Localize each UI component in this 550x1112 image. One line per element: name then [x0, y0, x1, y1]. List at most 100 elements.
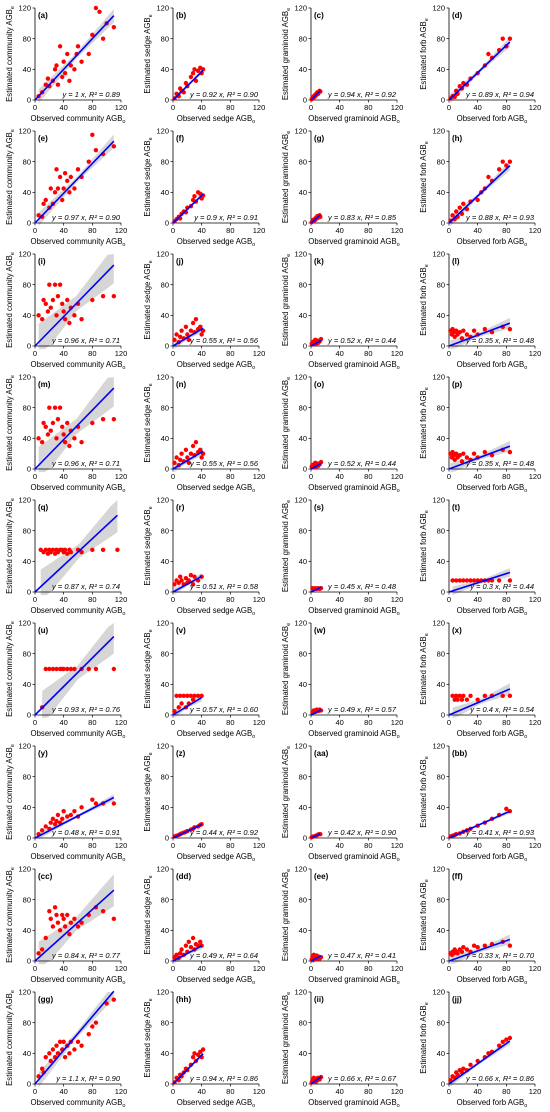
scatter-panel: 0 40 80 120 0 40 80 120 (y) y = 0.48 x, R² = 0.91…	[5, 742, 127, 863]
data-point	[471, 328, 477, 333]
data-point	[60, 912, 65, 918]
x-axis-title: Observed graminoid AGBo	[308, 237, 399, 248]
data-point	[39, 439, 45, 445]
data-point	[55, 920, 61, 925]
x-tick-label: 120	[391, 718, 404, 727]
x-tick-label: 0	[309, 103, 313, 112]
data-point	[461, 1066, 466, 1071]
x-tick-label: 80	[502, 349, 510, 358]
x-tick-label: 120	[529, 595, 542, 604]
data-point	[79, 59, 84, 64]
fit-line	[172, 575, 203, 593]
x-tick-label: 80	[502, 718, 510, 727]
data-point	[453, 328, 459, 333]
x-tick-label: 40	[197, 349, 205, 358]
y-tick-label: 40	[161, 311, 169, 320]
data-point	[62, 547, 68, 553]
data-point	[68, 666, 74, 672]
equation-label: y = 0.55 x, R² = 0.56	[189, 336, 259, 345]
x-tick-label: 40	[59, 472, 67, 481]
data-point	[47, 405, 52, 410]
fit-line	[172, 193, 204, 224]
data-point	[43, 935, 48, 941]
x-tick-label: 80	[226, 1087, 234, 1096]
data-point	[48, 428, 53, 433]
scatter-panel: 0 40 80 120 0 40 80 120 (jj) y = 0.66 x, R² = 0.8…	[419, 988, 541, 1109]
data-point	[50, 547, 56, 553]
x-axis-title: Observed forb AGBo	[457, 237, 528, 248]
x-tick-label: 40	[197, 841, 205, 850]
data-point	[61, 432, 66, 437]
y-tick-label: 0	[165, 219, 169, 228]
data-point	[39, 1066, 45, 1071]
y-tick-label: 80	[299, 403, 307, 412]
x-tick-label: 80	[364, 595, 372, 604]
confidence-band	[38, 377, 114, 473]
data-point	[45, 76, 51, 81]
data-point	[500, 36, 505, 41]
y-tick-label: 120	[156, 250, 169, 259]
data-point	[504, 806, 509, 812]
data-point	[50, 924, 56, 929]
data-point	[486, 174, 491, 180]
data-point	[50, 816, 56, 822]
x-axis-title: Observed sedge AGBo	[177, 237, 255, 248]
data-point	[172, 460, 177, 466]
data-point	[52, 282, 58, 287]
x-tick-label: 120	[115, 841, 128, 850]
data-point	[93, 5, 99, 11]
confidence-band	[40, 500, 118, 596]
fit-line	[310, 1076, 322, 1085]
equation-label: y = 0.42 x, R² = 0.90	[327, 828, 397, 837]
x-axis-title: Observed sedge AGBo	[177, 1098, 255, 1109]
y-tick-label: 0	[165, 342, 169, 351]
x-tick-label: 40	[197, 964, 205, 973]
y-tick-label: 0	[27, 465, 31, 474]
panel-label: (z)	[176, 749, 186, 758]
panel-label: (h)	[452, 134, 463, 143]
y-tick-label: 0	[27, 342, 31, 351]
x-axis-title: Observed forb AGBo	[457, 360, 528, 371]
data-point	[62, 70, 68, 76]
fit-line	[172, 327, 204, 347]
data-point	[97, 9, 102, 15]
data-point	[507, 693, 513, 699]
data-point	[111, 916, 117, 922]
data-point	[93, 666, 99, 672]
y-tick-label: 40	[23, 557, 31, 566]
y-axis-title: Estimated forb AGBe	[419, 879, 430, 951]
x-tick-label: 40	[335, 841, 343, 850]
y-axis-title: Estimated forb AGBe	[419, 756, 430, 828]
fit-line	[448, 688, 511, 716]
data-point	[482, 943, 488, 948]
data-point	[43, 824, 48, 829]
panel-label: (e)	[38, 134, 48, 143]
scatter-panel: 0 40 80 120 0 40 80 120 (aa) y = 0.42 x, R² = 0.9…	[281, 742, 403, 863]
data-point	[111, 144, 117, 149]
x-tick-label: 120	[253, 718, 266, 727]
panel-label: (n)	[176, 380, 187, 389]
data-point	[507, 36, 513, 41]
data-point	[179, 947, 184, 952]
data-point	[48, 1058, 53, 1064]
y-axis-title: Estimated community AGBe	[5, 867, 16, 963]
data-point	[93, 147, 99, 153]
panel-label: (y)	[38, 749, 48, 758]
x-tick-label: 120	[115, 472, 128, 481]
data-point	[68, 920, 74, 925]
data-point	[57, 174, 63, 180]
data-point	[48, 305, 53, 310]
data-point	[43, 547, 48, 553]
data-point	[190, 582, 196, 587]
x-axis-title: Observed graminoid AGBo	[308, 852, 399, 863]
y-axis-title: Estimated sedge AGBe	[143, 875, 154, 954]
x-tick-label: 80	[88, 103, 96, 112]
data-point	[468, 578, 473, 583]
x-tick-label: 40	[197, 472, 205, 481]
data-point	[61, 309, 66, 314]
x-tick-label: 0	[33, 472, 37, 481]
data-point	[61, 808, 66, 814]
x-tick-label: 0	[447, 964, 451, 973]
data-point	[90, 797, 95, 802]
y-tick-label: 40	[161, 1049, 169, 1058]
